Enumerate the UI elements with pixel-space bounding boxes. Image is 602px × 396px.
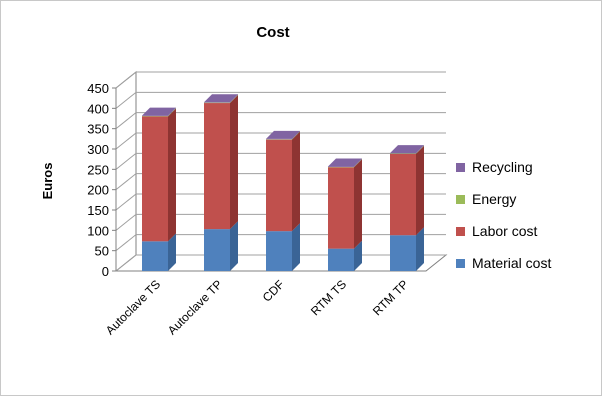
bar-side-recycling — [292, 130, 300, 140]
legend: Recycling Energy Labor cost Material cost — [456, 159, 551, 271]
bar-side-material-cost — [292, 223, 300, 271]
bar-side-material-cost — [230, 221, 238, 271]
bar-side-labor-cost — [416, 145, 424, 236]
bar-side-material-cost — [354, 240, 362, 271]
bar-side-material-cost — [416, 227, 424, 271]
y-tick-label: 250 — [87, 162, 109, 177]
gridline-side — [115, 254, 137, 272]
legend-swatch-material-cost — [456, 259, 465, 268]
bar-front-material-cost — [142, 241, 168, 271]
bar-side-labor-cost — [292, 131, 300, 232]
bar-front-labor-cost — [266, 139, 292, 232]
bar-side-energy — [230, 94, 238, 104]
bar-top — [390, 145, 424, 154]
y-tick-label: 300 — [87, 142, 109, 157]
x-category-label: Autoclave TP — [165, 277, 225, 337]
x-category-label: RTM TP — [370, 277, 411, 318]
bar-side-recycling — [168, 107, 176, 117]
chart-title: Cost — [256, 24, 289, 41]
bar-top — [266, 130, 300, 139]
bar-front-material-cost — [390, 235, 416, 271]
y-tick-label: 100 — [87, 223, 109, 238]
gridline-side — [115, 132, 137, 150]
bar-side-recycling — [354, 158, 362, 167]
y-tick-label: 0 — [102, 264, 109, 279]
bar-front-labor-cost — [390, 153, 416, 236]
gridline-side — [115, 71, 137, 89]
legend-swatch-labor-cost — [456, 227, 465, 236]
legend-swatch-energy — [456, 195, 465, 204]
bar-side-labor-cost — [168, 108, 176, 242]
gridline-side — [115, 152, 137, 170]
bar-top — [328, 158, 362, 167]
legend-label-material-cost: Material cost — [472, 255, 551, 271]
y-tick-label: 50 — [95, 244, 109, 259]
bar-front-material-cost — [266, 231, 292, 271]
gridline-side — [115, 173, 137, 191]
y-axis-label: Euros — [40, 163, 55, 200]
bar-side-energy — [354, 158, 362, 168]
bar-side-energy — [416, 145, 424, 154]
y-tick-label: 400 — [87, 101, 109, 116]
bar-front-labor-cost — [204, 103, 230, 230]
y-tick-label: 150 — [87, 203, 109, 218]
bar-front-material-cost — [328, 248, 354, 271]
gridline-side — [115, 213, 137, 231]
gridline-side — [115, 193, 137, 211]
legend-label-labor-cost: Labor cost — [472, 223, 537, 239]
legend-swatch-recycling — [456, 163, 465, 172]
bar-top — [204, 94, 238, 103]
bar-side-recycling — [416, 145, 424, 154]
x-category-label: Autoclave TS — [103, 277, 163, 337]
bar-side-material-cost — [168, 233, 176, 271]
x-category-label: CDF — [260, 277, 287, 304]
bar-side-labor-cost — [230, 95, 238, 230]
bar-side-labor-cost — [354, 159, 362, 249]
bar-top — [142, 107, 176, 116]
bar-front-labor-cost — [142, 116, 168, 242]
y-tick-label: 350 — [87, 122, 109, 137]
legend-label-energy: Energy — [472, 191, 516, 207]
gridline-side — [115, 112, 137, 130]
x-category-label: RTM TS — [308, 277, 349, 318]
gridline-side — [115, 234, 137, 252]
bar-front-material-cost — [204, 229, 230, 271]
bar-side-energy — [292, 131, 300, 140]
plot-area: 0 50 100 150 200 250 300 350 400 450 Autoclave TS A… — [87, 70, 448, 337]
y-tick-label: 450 — [87, 81, 109, 96]
bar-side-energy — [168, 108, 176, 117]
y-tick-label: 200 — [87, 183, 109, 198]
bar-front-labor-cost — [328, 167, 354, 249]
gridline-side — [115, 91, 137, 109]
bar-side-recycling — [230, 94, 238, 103]
legend-label-recycling: Recycling — [472, 159, 533, 175]
